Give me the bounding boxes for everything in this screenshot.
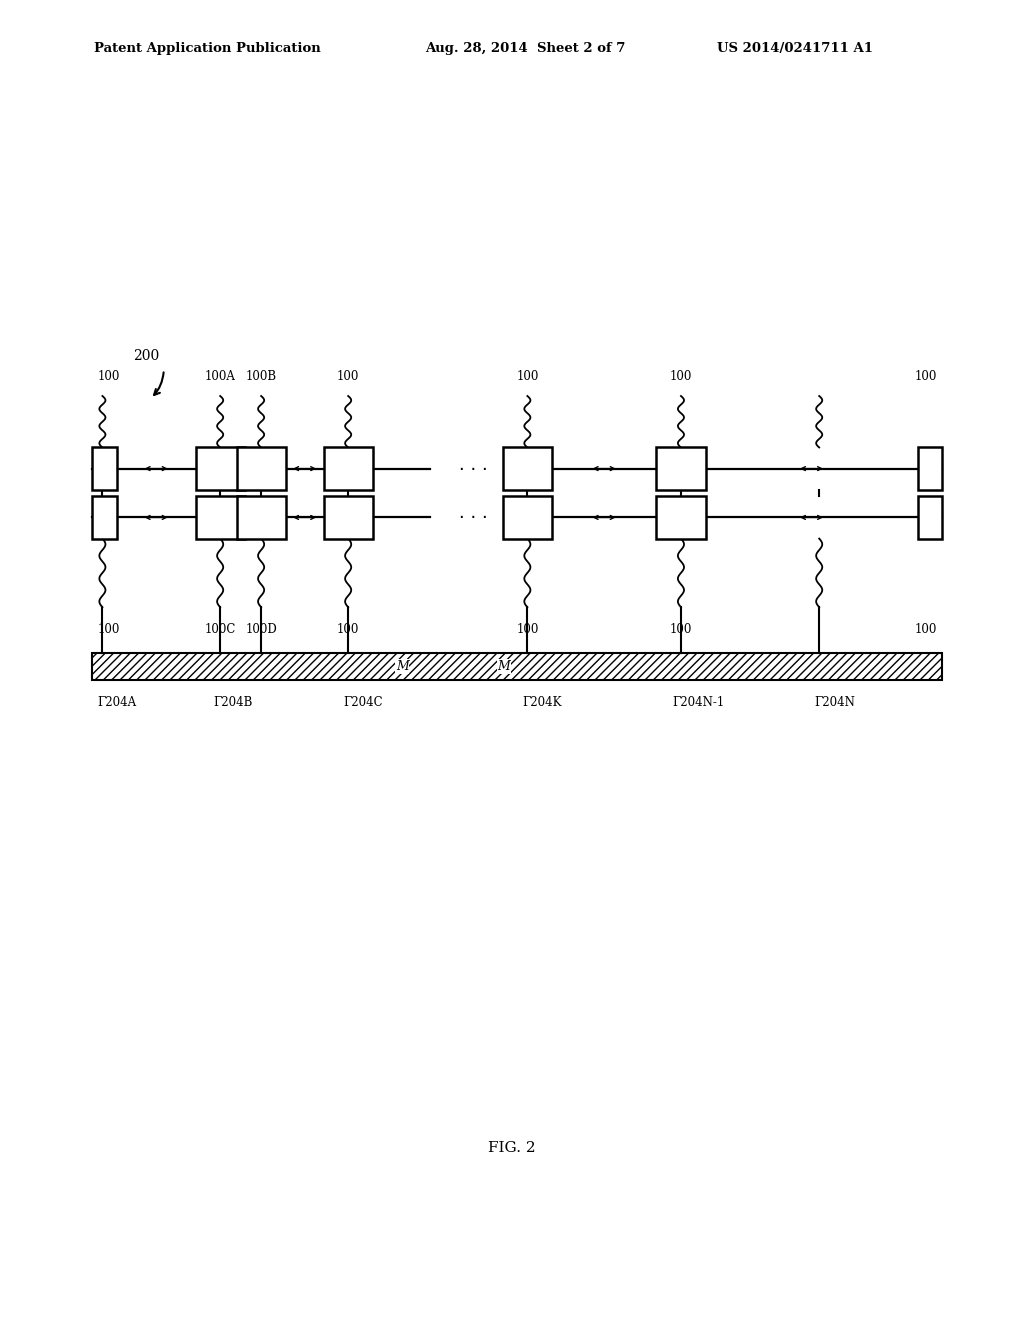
Text: Γ204K: Γ204K [522,696,562,709]
Text: 200: 200 [133,350,160,363]
Text: Patent Application Publication: Patent Application Publication [94,42,321,55]
Bar [237,447,286,490]
Bar [918,496,942,539]
Text: . . .: . . . [459,504,487,523]
Bar [196,447,245,490]
Text: 100: 100 [97,623,120,636]
Text: 100C: 100C [205,623,236,636]
Bar [237,496,286,539]
Text: 100: 100 [97,370,120,383]
Text: 100: 100 [337,623,359,636]
Text: 100: 100 [337,370,359,383]
Text: US 2014/0241711 A1: US 2014/0241711 A1 [717,42,872,55]
Bar [656,496,706,539]
Text: Γ204A: Γ204A [97,696,136,709]
Bar [324,447,373,490]
Text: 100D: 100D [245,623,278,636]
Text: 100: 100 [516,623,539,636]
Text: Γ204C: Γ204C [343,696,383,709]
Text: . . .: . . . [459,455,487,474]
Text: 100: 100 [516,370,539,383]
Bar [503,447,552,490]
Bar [324,496,373,539]
Text: M: M [396,660,409,673]
Bar [656,447,706,490]
Text: FIG. 2: FIG. 2 [488,1142,536,1155]
Text: 100: 100 [670,370,692,383]
Bar [196,496,245,539]
Text: Γ204N: Γ204N [814,696,855,709]
Bar [92,447,117,490]
Bar [92,653,942,680]
Text: 100B: 100B [246,370,276,383]
Text: 100A: 100A [205,370,236,383]
Bar [92,496,117,539]
Bar [918,447,942,490]
Bar [503,496,552,539]
Text: M: M [498,660,510,673]
Text: Aug. 28, 2014  Sheet 2 of 7: Aug. 28, 2014 Sheet 2 of 7 [425,42,626,55]
Text: Γ204B: Γ204B [213,696,252,709]
Text: 100: 100 [670,623,692,636]
Text: 100: 100 [914,370,937,383]
Text: 100: 100 [914,623,937,636]
Text: Γ204N-1: Γ204N-1 [673,696,725,709]
